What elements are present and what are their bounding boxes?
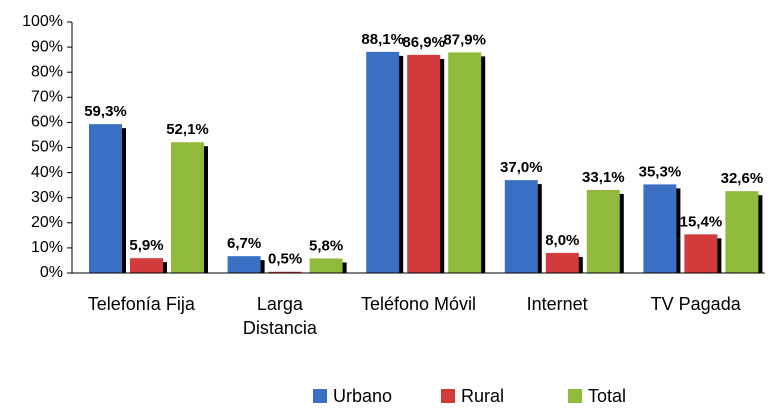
data-label: 6,7% [227,235,261,252]
y-tick-label: 30% [31,189,63,206]
x-tick-label: Larga Distancia [242,294,317,338]
bar [268,271,302,273]
bar [643,184,677,273]
bar [725,191,759,273]
y-tick-label: 100% [22,13,63,30]
bar [545,252,579,273]
legend-label: Total [588,386,626,406]
data-label: 32,6% [721,170,764,187]
data-label: 87,9% [443,31,486,48]
bar [366,51,400,273]
y-tick-label: 60% [31,114,63,131]
legend-swatch [441,389,455,403]
y-tick-label: 10% [31,239,63,256]
bar [130,258,163,273]
legend-swatch [313,389,327,403]
bar [586,189,620,273]
y-tick-label: 80% [31,63,63,80]
bar [504,180,538,273]
x-tick-label: TV Pagada [650,294,741,314]
bar [171,142,204,273]
data-label: 33,1% [582,169,625,186]
bar [227,256,261,273]
data-label: 37,0% [500,159,543,176]
data-label: 59,3% [84,103,127,120]
bar [684,234,718,273]
data-label: 86,9% [402,34,445,51]
data-label: 5,9% [129,237,163,254]
bar [407,54,441,274]
data-label: 15,4% [680,213,723,230]
bar [309,258,343,273]
y-tick-label: 90% [31,38,63,55]
legend-label: Rural [461,386,504,406]
y-tick-label: 50% [31,139,63,156]
y-tick-label: 20% [31,214,63,231]
data-label: 88,1% [361,31,404,48]
data-label: 0,5% [268,251,302,268]
data-label: 52,1% [166,121,209,138]
x-tick-label: Teléfono Móvil [360,294,477,314]
legend-label: Urbano [333,386,392,406]
x-tick-label: Internet [526,294,588,314]
data-label: 8,0% [545,232,579,249]
x-tick-label: Telefonía Fija [87,294,195,314]
y-tick-label: 0% [40,264,63,281]
bar [89,124,122,273]
y-tick-label: 40% [31,164,63,181]
bar [448,52,482,273]
data-label: 5,8% [309,237,343,254]
legend-swatch [568,389,582,403]
y-tick-label: 70% [31,89,63,106]
data-label: 35,3% [639,163,682,180]
